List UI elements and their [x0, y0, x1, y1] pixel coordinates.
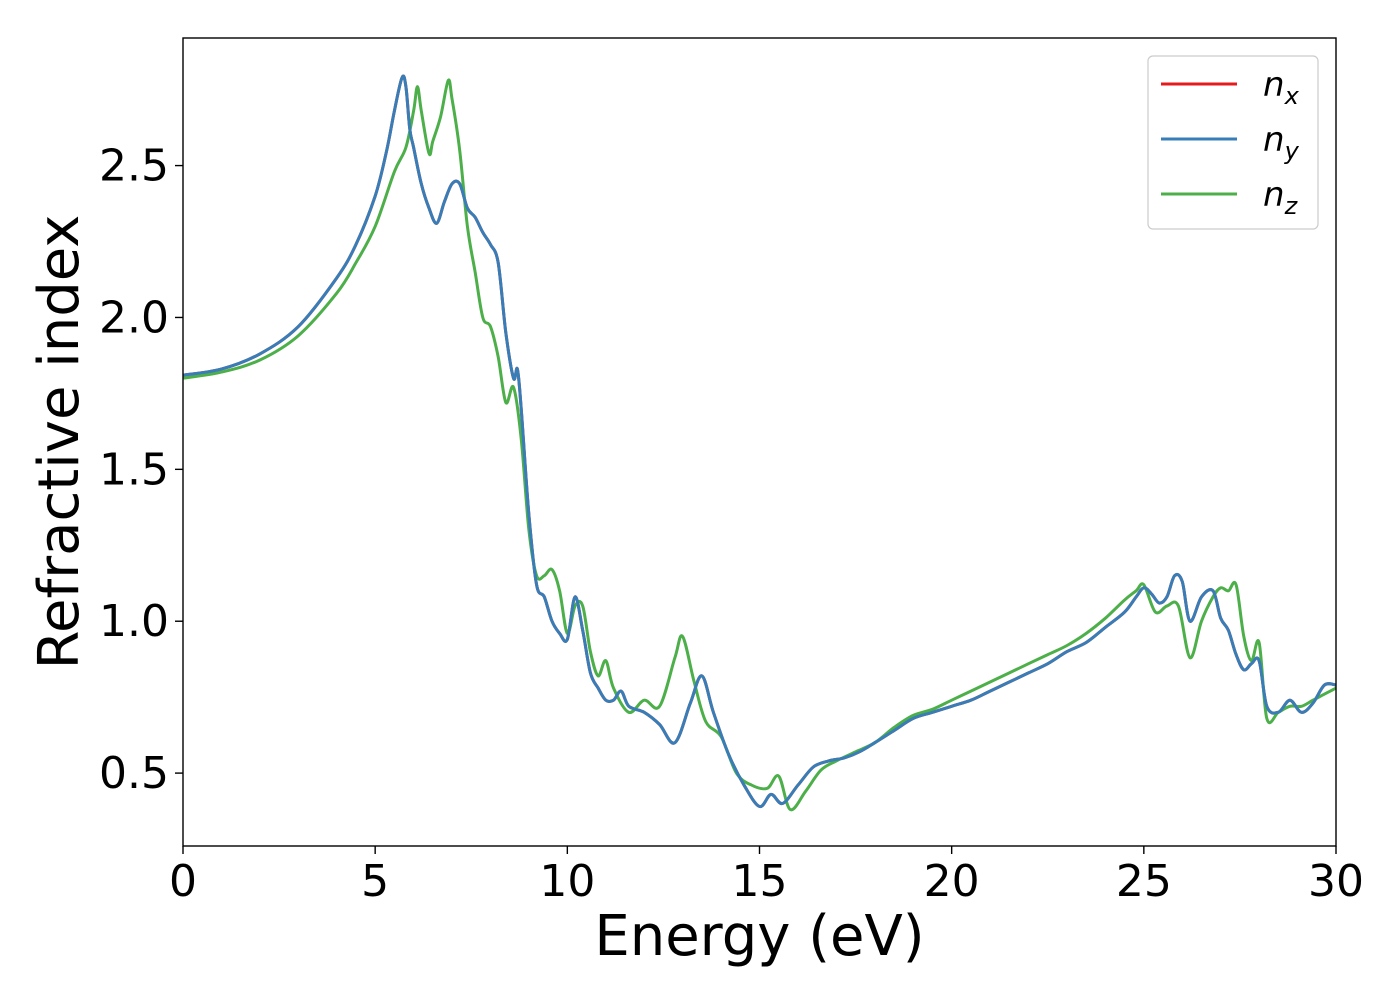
- legend: nx ny nz: [1147, 55, 1319, 230]
- x-tick-label: 15: [732, 856, 788, 907]
- legend-label-z: nz: [1263, 175, 1299, 220]
- y-tick-label: 0.5: [99, 748, 169, 799]
- x-tick-label: 30: [1308, 856, 1364, 907]
- legend-label-x: nx: [1263, 65, 1300, 110]
- x-tick-label: 5: [361, 856, 389, 907]
- series-line-z: [183, 78, 1336, 812]
- series-line-y: [183, 74, 1336, 809]
- x-tick-label: 0: [169, 856, 197, 907]
- legend-box: [1147, 55, 1319, 230]
- y-tick-label: 2.5: [99, 141, 169, 192]
- x-axis-title: Energy (eV): [594, 904, 924, 969]
- legend-label-y: ny: [1263, 120, 1300, 165]
- y-tick-label: 1.5: [99, 444, 169, 495]
- x-tick-label: 10: [539, 856, 595, 907]
- axis-ticks: 0 5 10 15 20 25 30 0.5 1.0 1.5 2.0 2.5: [99, 141, 1364, 907]
- x-tick-label: 25: [1116, 856, 1172, 907]
- plot-background: [183, 38, 1336, 846]
- x-tick-label: 20: [924, 856, 980, 907]
- y-tick-label: 1.0: [99, 596, 169, 647]
- y-axis-title: Refractive index: [27, 215, 92, 670]
- series-lines: [183, 74, 1336, 812]
- y-tick-label: 2.0: [99, 292, 169, 343]
